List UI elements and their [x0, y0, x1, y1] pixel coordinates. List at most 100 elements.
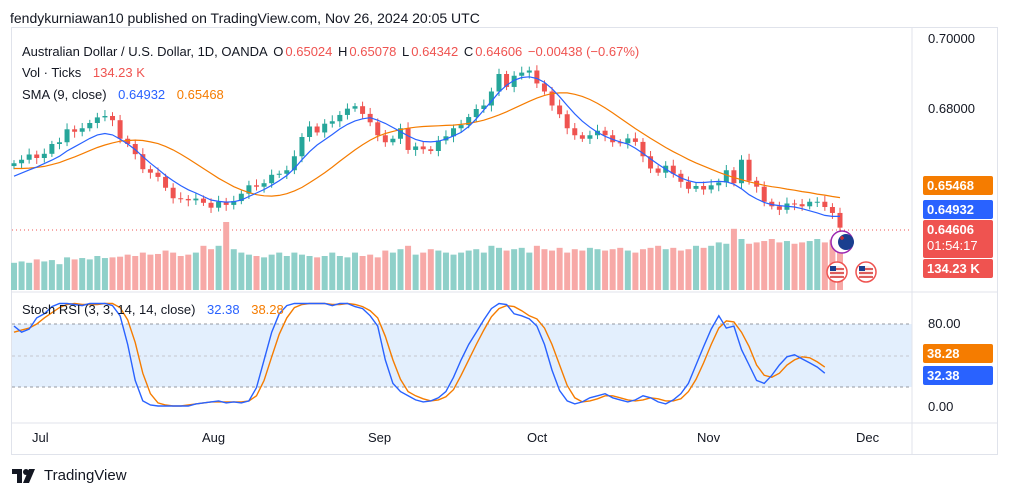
candle-body [329, 121, 335, 124]
volume-bar [33, 259, 40, 290]
volume-bar [465, 250, 472, 290]
volume-bar [253, 256, 260, 290]
volume-bar [215, 245, 222, 290]
candle-body [405, 128, 411, 150]
candle-body [731, 170, 737, 184]
candle-body [579, 135, 585, 139]
volume-bar [117, 256, 124, 290]
close-label: C [463, 44, 474, 59]
volume-bar [382, 250, 389, 290]
us-flag-icon-2[interactable] [855, 261, 877, 283]
candle-body [814, 201, 820, 203]
candle-body [314, 126, 320, 133]
stoch-k-tag: 32.38 [923, 366, 993, 385]
candle-body [625, 138, 631, 144]
volume-label: Vol · Ticks [22, 65, 82, 80]
candle-body [640, 141, 646, 157]
legend-stoch[interactable]: Stoch RSI (3, 3, 14, 14, close) 32.38 38… [22, 302, 286, 317]
candle-body [193, 198, 199, 201]
stoch-d-value: 38.28 [251, 302, 284, 317]
stoch-k-value: 32.38 [207, 302, 240, 317]
volume-bar [753, 242, 760, 290]
candle-body [670, 165, 676, 174]
volume-bar [192, 252, 199, 290]
candle-body [496, 74, 502, 92]
volume-bar [821, 242, 828, 290]
candle-body [352, 106, 358, 109]
volume-bar [473, 249, 480, 290]
volume-bar [549, 250, 556, 290]
candle-body [231, 201, 237, 205]
candle-body [738, 159, 744, 184]
volume-bar [617, 247, 624, 290]
candle-body [41, 153, 47, 158]
candle-body [49, 144, 55, 154]
candle-body [276, 173, 282, 175]
brand-name: TradingView [44, 467, 127, 484]
low-label: L [402, 44, 410, 59]
candle-body [602, 130, 608, 136]
volume-bar [336, 256, 343, 290]
volume-bar [261, 257, 268, 290]
time-tick-nov: Nov [697, 430, 721, 445]
sma-long-value: 0.65468 [176, 87, 224, 102]
candle-body [541, 83, 547, 92]
candle-body [307, 126, 313, 137]
volume-bar [276, 252, 283, 290]
volume-bar [693, 245, 700, 290]
candle-body [337, 114, 343, 122]
candle-body [322, 123, 328, 133]
volume-bar [564, 252, 571, 290]
symbol-title[interactable]: Australian Dollar / U.S. Dollar, 1D, OAN… [22, 44, 268, 59]
volume-bar [655, 245, 662, 290]
volume-bar [139, 252, 146, 290]
candle-body [534, 70, 540, 84]
au-flag-icon[interactable] [830, 230, 854, 254]
volume-bar [685, 249, 692, 290]
candle-body [451, 128, 457, 137]
volume-bar [321, 256, 328, 290]
volume-value: 134.23 K [92, 65, 145, 80]
legend-volume[interactable]: Vol · Ticks 134.23 K [22, 65, 147, 80]
volume-bar [177, 256, 184, 290]
candle-body [178, 198, 184, 200]
stoch-tick-80: 80.00 [928, 316, 961, 331]
volume-bar [602, 250, 609, 290]
candle-body [822, 201, 828, 207]
volume-bar [624, 250, 631, 290]
volume-bar [503, 250, 510, 290]
candle-body [34, 154, 40, 158]
candle-body [617, 142, 623, 144]
candle-body [708, 185, 714, 190]
volume-bar [48, 260, 55, 290]
candle-body [19, 159, 25, 164]
legend-ohlc: Australian Dollar / U.S. Dollar, 1D, OAN… [22, 44, 641, 59]
us-flag-icon[interactable] [826, 261, 848, 283]
volume-bar [495, 247, 502, 290]
price-tick-0680: 0.68000 [928, 101, 975, 116]
volume-bar [200, 245, 207, 290]
candle-body [466, 117, 472, 126]
footer-brand[interactable]: TradingView [12, 467, 127, 484]
candle-body [140, 154, 146, 170]
candle-body [284, 170, 290, 174]
volume-bar [208, 249, 215, 290]
volume-bar [329, 252, 336, 290]
chart-frame[interactable] [11, 27, 998, 455]
volume-bar [806, 241, 813, 290]
sma9-price-tag: 0.64932 [923, 200, 993, 219]
publish-header: fendykurniawan10 published on TradingVie… [10, 10, 480, 26]
candle-body [519, 72, 525, 76]
candle-body [238, 193, 244, 202]
volume-bar [609, 249, 616, 290]
sma-long-line [14, 92, 841, 199]
volume-bar [147, 254, 154, 290]
candle-body [572, 128, 578, 136]
legend-sma[interactable]: SMA (9, close) 0.64932 0.65468 [22, 87, 226, 102]
volume-bar [397, 249, 404, 290]
volume-bar [86, 259, 93, 290]
candle-body [94, 117, 100, 123]
candle-body [375, 122, 381, 136]
candle-body [799, 204, 805, 207]
